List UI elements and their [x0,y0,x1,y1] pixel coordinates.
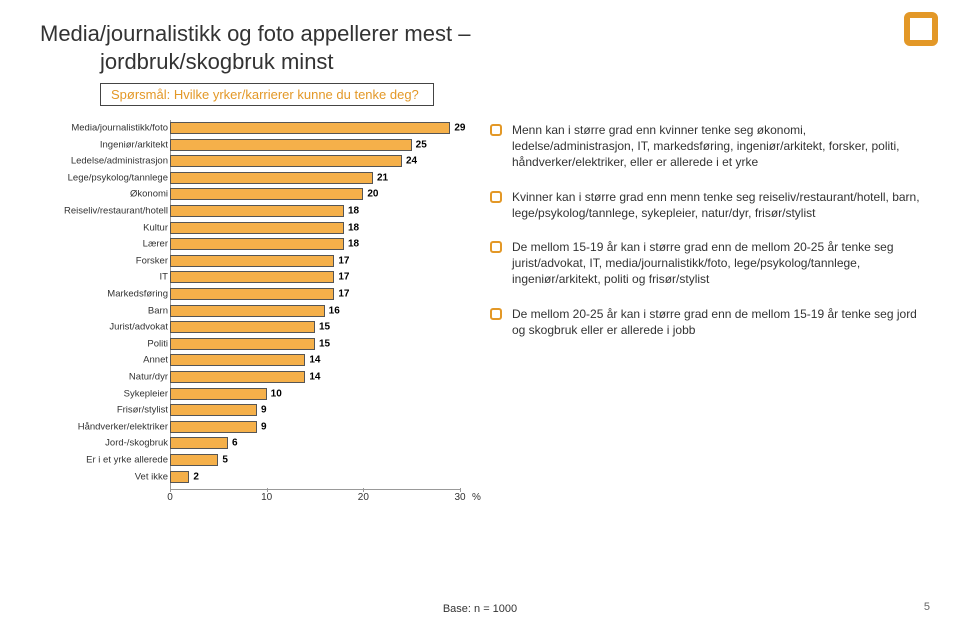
brand-logo-icon [904,12,938,46]
bar [170,338,315,350]
title-line-2: jordbruk/skogbruk minst [40,48,920,76]
bar [170,188,363,200]
slide: Media/journalistikk og foto appellerer m… [0,0,960,625]
bar [170,139,412,151]
title-line-1: Media/journalistikk og foto appellerer m… [40,20,920,48]
content-row: Media/journalistikk/foto29Ingeniør/arkit… [40,120,920,520]
bar-label: Forsker [38,255,168,266]
bar-label: Vet ikke [38,471,168,482]
bar-label: Frisør/stylist [38,405,168,416]
bar-label: Lege/psykolog/tannlege [38,172,168,183]
bar [170,205,344,217]
percent-label: % [472,492,481,503]
bar [170,155,402,167]
bar-value: 16 [329,305,340,316]
bar-value: 6 [232,438,238,449]
bullet-text: De mellom 15-19 år kan i større grad enn… [512,239,920,288]
bar-label: Barn [38,305,168,316]
bar [170,222,344,234]
bar-value: 9 [261,421,267,432]
bar-label: Ingeniør/arkitekt [38,139,168,150]
bar [170,122,450,134]
bar-chart: Media/journalistikk/foto29Ingeniør/arkit… [40,120,470,520]
bar-value: 17 [338,289,349,300]
bar [170,471,189,483]
bullet-item: De mellom 15-19 år kan i større grad enn… [490,239,920,288]
bullet-square-icon [490,124,502,136]
question-box: Spørsmål: Hvilke yrker/karrierer kunne d… [100,83,434,106]
bar [170,305,325,317]
x-tick-label: 30 [454,492,465,503]
bar-value: 14 [309,372,320,383]
bar-value: 15 [319,338,330,349]
bar-value: 24 [406,156,417,167]
bullet-text: Kvinner kan i større grad enn menn tenke… [512,189,920,221]
bar-value: 29 [454,123,465,134]
bar-label: Politi [38,338,168,349]
bar [170,354,305,366]
bar-value: 18 [348,206,359,217]
bar [170,388,267,400]
bullet-square-icon [490,191,502,203]
bar-label: Sykepleier [38,388,168,399]
bar-value: 2 [193,471,199,482]
x-tick-label: 10 [261,492,272,503]
bullet-item: De mellom 20-25 år kan i større grad enn… [490,306,920,338]
bar-label: Jord-/skogbruk [38,438,168,449]
bar [170,404,257,416]
bar-value: 25 [416,139,427,150]
slide-title: Media/journalistikk og foto appellerer m… [40,20,920,75]
bar [170,421,257,433]
bar [170,454,218,466]
bar [170,371,305,383]
bar [170,288,334,300]
bullet-item: Kvinner kan i større grad enn menn tenke… [490,189,920,221]
bar-value: 18 [348,239,359,250]
bar-label: IT [38,272,168,283]
bar-value: 15 [319,322,330,333]
bar-label: Lærer [38,239,168,250]
bar [170,172,373,184]
bar-label: Økonomi [38,189,168,200]
bar-label: Annet [38,355,168,366]
bar-value: 17 [338,272,349,283]
bar-value: 17 [338,255,349,266]
bullet-text: Menn kan i større grad enn kvinner tenke… [512,122,920,171]
bar-value: 5 [222,455,228,466]
bar-label: Kultur [38,222,168,233]
x-tick-label: 0 [167,492,173,503]
bar [170,321,315,333]
bar-label: Reiseliv/restaurant/hotell [38,206,168,217]
bar [170,238,344,250]
bar-value: 9 [261,405,267,416]
bullet-item: Menn kan i større grad enn kvinner tenke… [490,122,920,171]
bar-label: Håndverker/elektriker [38,421,168,432]
bar-label: Media/journalistikk/foto [38,123,168,134]
base-note: Base: n = 1000 [0,603,960,615]
bullet-square-icon [490,308,502,320]
bar-label: Er i et yrke allerede [38,455,168,466]
bar-label: Markedsføring [38,289,168,300]
page-number: 5 [924,601,930,613]
bar-value: 10 [271,388,282,399]
bullet-text: De mellom 20-25 år kan i større grad enn… [512,306,920,338]
bar-value: 20 [367,189,378,200]
bar [170,271,334,283]
bar [170,437,228,449]
bar-label: Natur/dyr [38,372,168,383]
bar [170,255,334,267]
bullet-list: Menn kan i større grad enn kvinner tenke… [490,120,920,520]
bar-label: Jurist/advokat [38,322,168,333]
bar-value: 21 [377,172,388,183]
bar-value: 14 [309,355,320,366]
bar-value: 18 [348,222,359,233]
bullet-square-icon [490,241,502,253]
bar-label: Ledelse/administrasjon [38,156,168,167]
x-tick-label: 20 [358,492,369,503]
